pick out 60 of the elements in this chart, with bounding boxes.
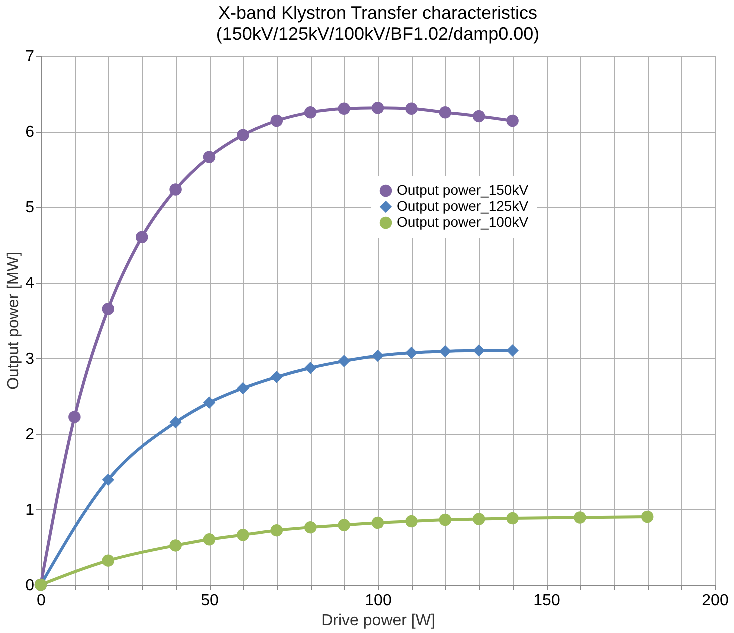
x-tick-label: 50 bbox=[201, 592, 219, 610]
point bbox=[102, 474, 115, 486]
point bbox=[102, 303, 115, 316]
point bbox=[506, 114, 519, 128]
point bbox=[237, 529, 250, 542]
point bbox=[439, 514, 452, 526]
y-tick-label: 3 bbox=[26, 350, 35, 368]
x-tick-label: 100 bbox=[365, 592, 392, 610]
x-tick-label: 150 bbox=[534, 592, 560, 610]
y-tick-label: 2 bbox=[26, 426, 35, 444]
point bbox=[338, 519, 350, 532]
point bbox=[203, 534, 216, 546]
point bbox=[472, 513, 486, 526]
point bbox=[170, 540, 182, 552]
point bbox=[372, 350, 384, 362]
x-tick-label: 200 bbox=[702, 592, 729, 610]
point bbox=[304, 106, 317, 119]
x-tick-label: 0 bbox=[37, 592, 46, 610]
point bbox=[506, 344, 519, 357]
point bbox=[372, 102, 384, 114]
y-tick-label: 4 bbox=[26, 275, 35, 292]
point bbox=[372, 516, 384, 530]
point bbox=[68, 411, 81, 424]
y-tick-label: 5 bbox=[26, 200, 35, 217]
point bbox=[270, 524, 284, 537]
point bbox=[439, 345, 452, 358]
y-tick-label: 1 bbox=[26, 502, 35, 519]
y-tick-label: 0 bbox=[26, 578, 35, 594]
point bbox=[136, 231, 148, 244]
point bbox=[338, 355, 350, 368]
y-axis-title: Output power [MW] bbox=[6, 252, 23, 390]
point bbox=[304, 521, 317, 534]
chart-title: X-band Klystron Transfer characteristics bbox=[218, 3, 538, 23]
x-axis-title: Drive power [W] bbox=[322, 612, 436, 630]
point bbox=[406, 346, 418, 360]
point bbox=[170, 184, 182, 196]
point bbox=[574, 512, 586, 524]
point bbox=[170, 416, 182, 429]
point bbox=[641, 510, 654, 524]
point bbox=[406, 102, 418, 116]
point bbox=[506, 512, 519, 525]
legend-label: Output power_150kV bbox=[397, 182, 530, 198]
point bbox=[472, 110, 486, 123]
legend-label: Output power_100kV bbox=[397, 214, 530, 230]
point bbox=[406, 515, 418, 528]
point bbox=[102, 554, 115, 567]
point bbox=[472, 344, 486, 357]
point bbox=[304, 362, 317, 374]
chart-subtitle: (150kV/125kV/100kV/BF1.02/damp0.00) bbox=[216, 24, 540, 44]
point bbox=[203, 396, 216, 409]
point bbox=[237, 129, 250, 142]
point bbox=[270, 114, 284, 128]
y-tick-label: 7 bbox=[26, 48, 35, 66]
point bbox=[237, 382, 250, 395]
point bbox=[439, 106, 452, 119]
y-tick-label: 6 bbox=[26, 124, 35, 142]
point bbox=[270, 371, 284, 384]
point bbox=[203, 151, 216, 164]
point bbox=[338, 102, 350, 116]
legend-label: Output power_125kV bbox=[397, 198, 530, 214]
